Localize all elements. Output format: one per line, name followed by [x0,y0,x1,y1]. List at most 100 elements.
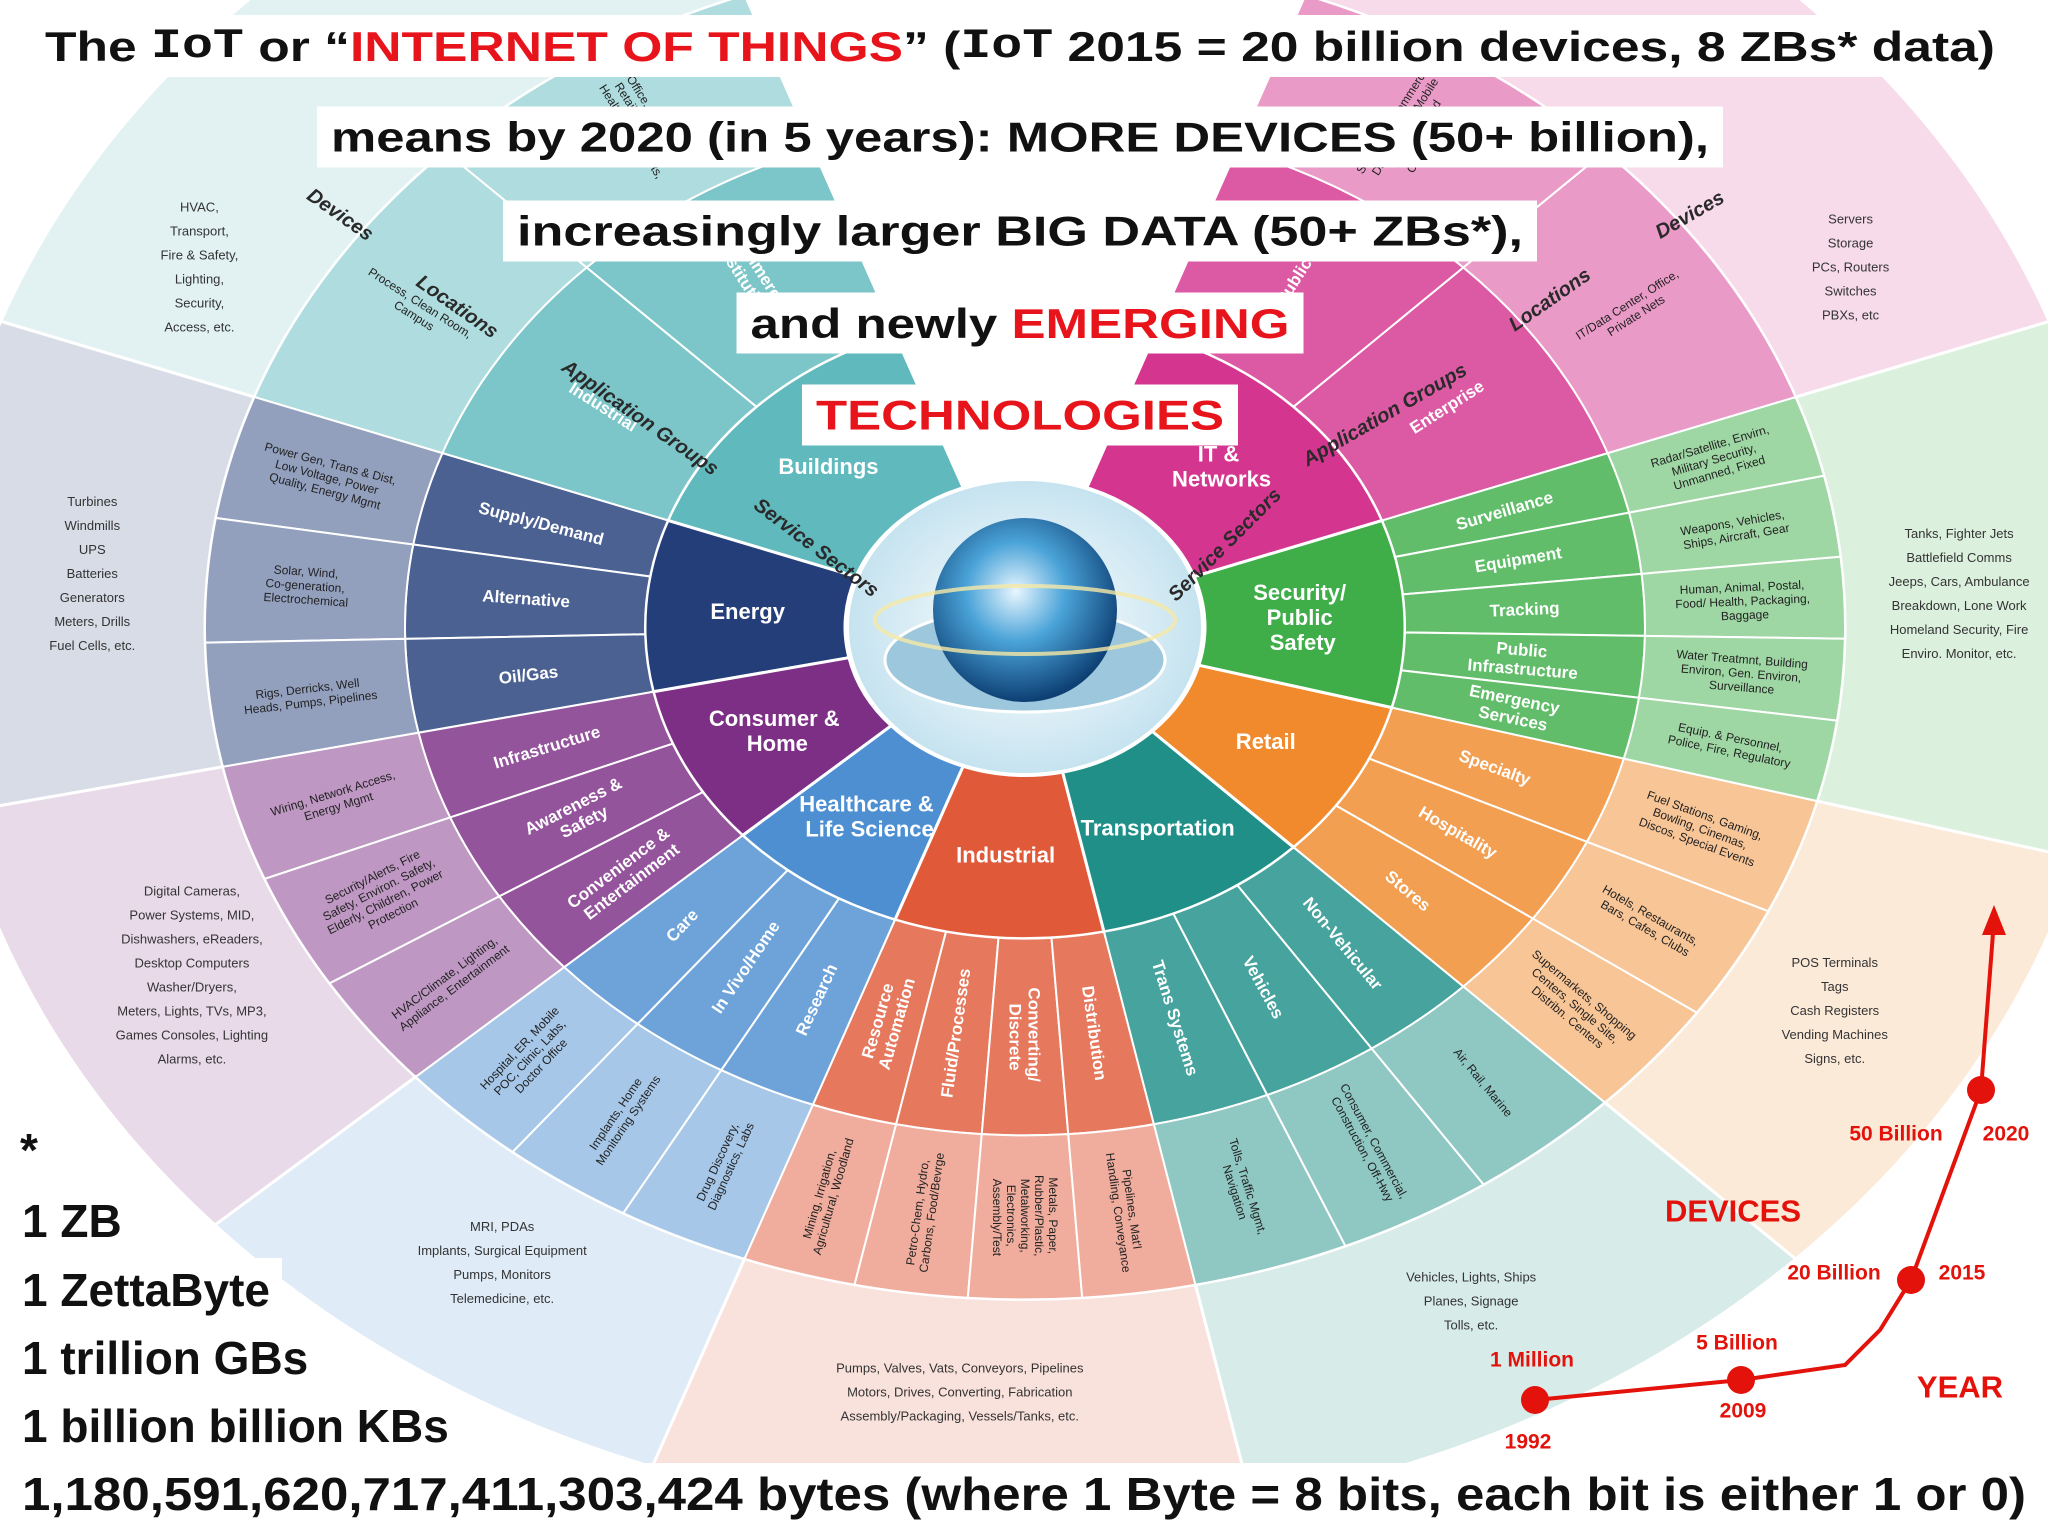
location-wedge [966,1133,1084,1301]
text-line: Surveillance [1709,678,1776,697]
text-line: Discrete [1006,1003,1025,1070]
text-line: Consumer & [709,705,846,730]
text-backdrop [317,106,1723,168]
location-wedge [221,731,452,881]
location: Metals, Paper, Rubber/Plastic, Metalwork… [990,1175,1060,1260]
device: Power Systems, MID, [129,908,254,923]
header-part: 2015 = 20 billion devices, 8 ZBs* data) [1053,23,1995,70]
device: Digital Cameras, [144,884,240,899]
device: Vehicles, Lights, Ships [1406,1269,1537,1284]
text-backdrop [12,1120,46,1180]
device: Homeland Security, Fire [1890,622,2028,637]
device: HVAC, [180,200,219,215]
device: Windmills [64,518,120,533]
device: Pumps, Valves, Vats, Conveyors, Pipeline… [836,1360,1084,1375]
device: Telemedicine, etc. [450,1291,554,1306]
growth-year-label: 2020 [1983,1123,2030,1146]
text-backdrop [10,1394,461,1458]
footnote-line: 1 ZB [22,1195,122,1247]
text-line: Networks [1172,466,1271,491]
location-wedge [853,1123,983,1299]
text-line: Retail [1236,728,1296,753]
device: Meters, Lights, TVs, MP3, [117,1004,266,1019]
device: Washer/Dryers, [147,980,237,995]
service-sector: Buildings [778,453,878,478]
text-backdrop [10,1258,282,1322]
header-part: INTERNET OF THINGS [350,23,903,70]
device: Alarms, etc. [158,1052,227,1067]
device: Games Consoles, Lighting [116,1028,268,1043]
location-wedge [204,516,415,644]
text-line: Human, Animal, Postal, [1679,577,1808,597]
growth-year-label: 2009 [1720,1400,1767,1423]
header: The IoT or “INTERNET OF THINGS” (IoT 201… [31,15,2009,446]
application-group: Converting/ Discrete [1006,987,1044,1086]
device: Access, etc. [164,320,234,335]
device: Desktop Computers [134,956,249,971]
growth-chart: 1 Million 1992 5 Billion 2009 20 Billion 2015… [1490,905,2029,1454]
device: POS Terminals [1791,955,1878,970]
device: Servers [1828,212,1873,227]
device: PBXs, etc [1822,308,1880,323]
footnote-bytes: 1,180,591,620,717,411,303,424 bytes (whe… [22,1468,2026,1520]
device: Transport, [170,224,229,239]
location-wedge [1461,917,1699,1104]
header-part: and newly [751,300,1012,347]
growth-arrowhead [1982,905,2006,935]
growth-point [1521,1386,1549,1414]
device: UPS [79,542,106,557]
growth-series-label: DEVICES [1665,1194,1801,1229]
text-line: Solar, Wind, [273,562,342,581]
text-line: Converting/ [1025,987,1044,1086]
globe [933,518,1117,702]
growth-point [1967,1076,1995,1104]
globe-ring [873,584,1177,656]
hub [845,477,1205,777]
device: Battlefield Comms [1906,550,2012,565]
application-group: Tracking [1489,598,1560,620]
device: Meters, Drills [54,614,130,629]
header-part: IoT [151,22,244,70]
header-part: or “ [244,23,350,70]
header-part: IoT [960,22,1053,70]
location-wedge [743,1103,898,1286]
service-sector: Consumer & Home [709,705,846,755]
location-wedge [511,1022,723,1215]
location-wedge [328,895,566,1079]
header-line: and newly EMERGING [751,300,1290,347]
footnote-line: 1 trillion GBs [22,1332,308,1384]
location-wedge [1461,150,1797,455]
device: Vending Machines [1782,1027,1889,1042]
growth-year-label: 1992 [1505,1431,1552,1454]
text-line: Metalworking, [1018,1179,1032,1256]
device: Tags [1821,979,1849,994]
service-sector: Healthcare & Life Science [799,791,940,841]
text-backdrop [736,292,1304,354]
device: Motors, Drives, Converting, Fabrication [847,1384,1072,1399]
device: Generators [60,590,126,605]
text-line: Industrial [956,842,1055,867]
header-part: The [45,23,151,70]
device: Turbines [67,494,118,509]
service-sector: Energy [710,599,785,624]
location-wedge [214,395,444,546]
device: Tanks, Fighter Jets [1905,526,2015,541]
text-line: Co-generation, [265,576,348,596]
text-line: Electrochemical [263,590,348,610]
text-backdrop [10,1189,134,1253]
location-wedge [1152,1093,1347,1286]
text-line: Home [747,730,808,755]
device: MRI, PDAs [470,1219,535,1234]
text-line: Buildings [778,453,878,478]
device: Breakdown, Lone Work [1892,598,2027,613]
header-line: The IoT or “INTERNET OF THINGS” (IoT 201… [45,22,1995,70]
service-sector: Industrial [956,842,1055,867]
text-line: Metals, Paper, [1046,1177,1060,1257]
text-backdrop [503,200,1537,262]
text-line: Security/ [1253,580,1352,605]
device: Signs, etc. [1804,1051,1865,1066]
growth-devices-label: 5 Billion [1696,1332,1778,1355]
device: Batteries [67,566,119,581]
location-wedge [1067,1123,1197,1299]
